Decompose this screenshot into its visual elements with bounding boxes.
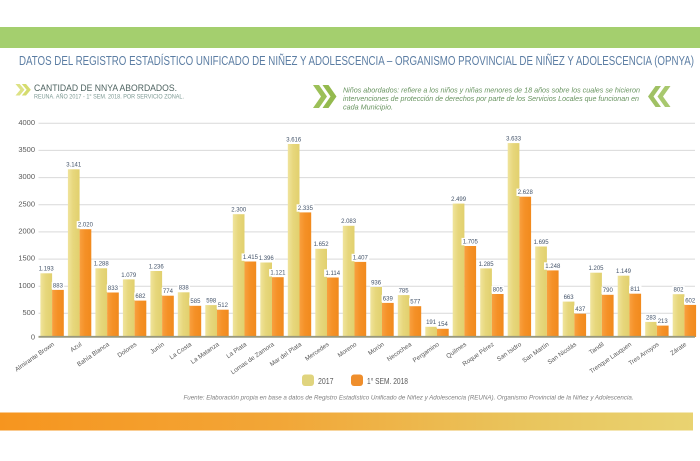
svg-text:1.705: 1.705 <box>463 239 479 245</box>
svg-text:CANTIDAD DE NNYA ABORDADOS.: CANTIDAD DE NNYA ABORDADOS. <box>34 83 177 93</box>
svg-text:3.616: 3.616 <box>286 137 302 143</box>
svg-text:Fuente: Elaboración propia en: Fuente: Elaboración propia en base a dat… <box>184 395 634 402</box>
svg-text:639: 639 <box>383 296 394 302</box>
svg-text:883: 883 <box>53 283 64 289</box>
svg-text:2.083: 2.083 <box>341 219 357 225</box>
svg-text:1.205: 1.205 <box>588 266 604 272</box>
svg-text:577: 577 <box>410 300 421 306</box>
svg-text:2.335: 2.335 <box>298 206 314 212</box>
svg-text:512: 512 <box>218 303 229 309</box>
svg-text:437: 437 <box>575 307 586 313</box>
svg-text:598: 598 <box>206 299 217 305</box>
svg-text:DATOS DEL REGISTRO ESTADÍSTICO: DATOS DEL REGISTRO ESTADÍSTICO UNIFICADO… <box>19 53 694 68</box>
svg-text:802: 802 <box>673 288 684 294</box>
svg-text:4000: 4000 <box>18 118 35 127</box>
svg-text:1.288: 1.288 <box>94 262 110 268</box>
svg-text:811: 811 <box>630 287 640 293</box>
svg-text:3.633: 3.633 <box>506 137 522 143</box>
svg-text:3000: 3000 <box>18 172 35 181</box>
svg-text:833: 833 <box>108 286 119 292</box>
svg-text:Niños abordados: refiere a los: Niños abordados: refiere a los niños y n… <box>343 85 640 94</box>
svg-text:500: 500 <box>22 308 35 317</box>
svg-text:3.141: 3.141 <box>66 163 82 169</box>
svg-text:2.628: 2.628 <box>518 190 534 196</box>
svg-text:283: 283 <box>646 315 657 321</box>
svg-text:585: 585 <box>190 299 201 305</box>
svg-text:213: 213 <box>658 319 669 325</box>
svg-text:REUNA. AÑO 2017 - 1° SEM. 2018: REUNA. AÑO 2017 - 1° SEM. 2018. POR SERV… <box>34 94 184 101</box>
svg-text:936: 936 <box>371 280 382 286</box>
svg-text:1.114: 1.114 <box>326 271 341 277</box>
svg-text:805: 805 <box>493 287 504 293</box>
svg-text:663: 663 <box>564 295 575 301</box>
svg-text:1.407: 1.407 <box>353 255 369 261</box>
svg-text:1.149: 1.149 <box>616 269 632 275</box>
svg-text:cada Municipio.: cada Municipio. <box>343 103 393 112</box>
svg-text:3500: 3500 <box>18 145 35 154</box>
svg-text:602: 602 <box>685 298 696 304</box>
svg-text:785: 785 <box>399 289 410 295</box>
svg-text:1° SEM. 2018: 1° SEM. 2018 <box>367 377 408 386</box>
svg-text:1.652: 1.652 <box>314 242 330 248</box>
svg-text:2500: 2500 <box>18 199 35 208</box>
svg-text:1.415: 1.415 <box>243 255 259 261</box>
svg-text:790: 790 <box>603 288 614 294</box>
svg-text:1000: 1000 <box>18 281 35 290</box>
svg-text:2.499: 2.499 <box>451 197 467 203</box>
svg-text:1.285: 1.285 <box>479 262 495 268</box>
svg-text:774: 774 <box>163 289 174 295</box>
svg-text:1.121: 1.121 <box>270 271 286 277</box>
svg-text:1.396: 1.396 <box>259 256 275 262</box>
svg-text:2017: 2017 <box>318 377 334 386</box>
svg-text:154: 154 <box>438 322 449 328</box>
svg-text:838: 838 <box>179 286 190 292</box>
svg-text:1.695: 1.695 <box>534 240 550 246</box>
svg-text:intervenciones de protección d: intervenciones de protección de derechos… <box>343 94 639 103</box>
svg-text:1500: 1500 <box>18 254 35 263</box>
svg-text:1.079: 1.079 <box>121 273 137 279</box>
svg-text:2.020: 2.020 <box>78 223 94 229</box>
svg-text:1.248: 1.248 <box>545 264 561 270</box>
svg-text:191: 191 <box>426 320 437 326</box>
svg-text:2.300: 2.300 <box>231 208 247 214</box>
svg-text:682: 682 <box>135 294 146 300</box>
svg-text:2000: 2000 <box>18 227 35 236</box>
svg-text:1.236: 1.236 <box>149 264 165 270</box>
svg-text:1.193: 1.193 <box>39 267 55 273</box>
svg-text:0: 0 <box>31 332 35 341</box>
